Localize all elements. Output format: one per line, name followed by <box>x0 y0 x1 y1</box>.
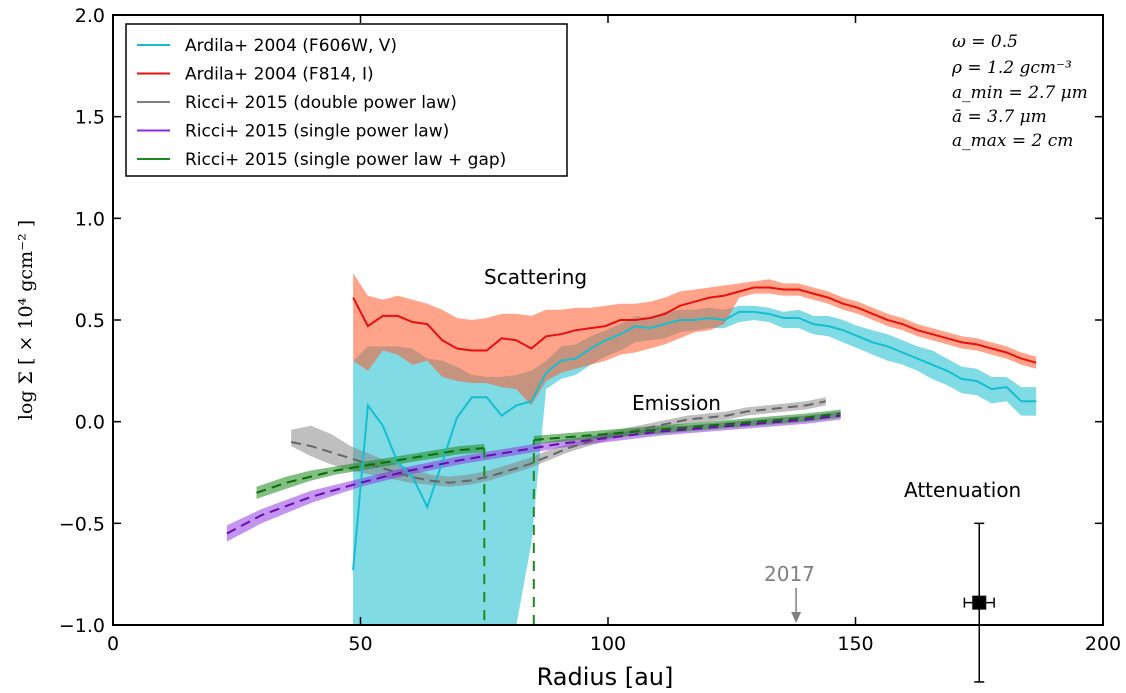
param-amax: a_max = 2 cm <box>952 131 1073 151</box>
param-omega: ω = 0.5 <box>952 32 1018 52</box>
line-ricci-gap-inner <box>256 447 485 494</box>
annotation-emission: Emission <box>632 391 721 415</box>
legend: Ardila+ 2004 (F606W, V) Ardila+ 2004 (F81… <box>125 23 568 177</box>
annotation-scattering: Scattering <box>484 265 587 289</box>
year-arrow-head <box>791 612 802 623</box>
band-ricci-double <box>291 397 826 487</box>
legend-label: Ardila+ 2004 (F606W, V) <box>185 36 397 56</box>
annotation-year: 2017 <box>764 562 815 586</box>
x-tick-label: 0 <box>107 633 119 655</box>
x-tick-label: 150 <box>837 633 873 655</box>
legend-box <box>125 23 568 177</box>
markers <box>791 522 995 683</box>
x-tick-label: 200 <box>1085 633 1121 655</box>
axis-ticks: 0 50 100 150 200 −1.0 −0.5 0.0 0.5 1.0 1.5 2.0 <box>59 5 1121 655</box>
x-tick-label: 100 <box>590 633 626 655</box>
y-tick-label: 0.0 <box>75 412 105 434</box>
param-rho: ρ = 1.2 gcm⁻³ <box>951 58 1072 78</box>
parameter-list: ω = 0.5 ρ = 1.2 gcm⁻³ a_min = 2.7 μm ā =… <box>951 32 1088 151</box>
y-tick-label: 1.0 <box>75 208 105 230</box>
line-ricci-gap-outer <box>533 412 841 441</box>
legend-label: Ricci+ 2015 (single power law) <box>185 122 449 142</box>
legend-label: Ardila+ 2004 (F814, I) <box>185 65 374 85</box>
annotation-attenuation: Attenuation <box>904 478 1021 502</box>
line-ricci-double <box>290 400 827 484</box>
x-tick-label: 50 <box>348 633 372 655</box>
band-ricci-gap-inner <box>256 444 485 499</box>
series-lines <box>226 286 1037 571</box>
attenuation-marker <box>972 595 987 610</box>
line-ricci-single <box>226 414 841 535</box>
band-ricci-single <box>226 411 841 542</box>
x-axis-title: Radius [au] <box>537 663 674 691</box>
gap-lines <box>483 440 535 625</box>
y-axis-title: log Σ [ × 10⁴ gcm⁻² ] <box>15 220 37 420</box>
y-tick-label: −0.5 <box>59 513 105 535</box>
legend-label: Ricci+ 2015 (single power law + gap) <box>185 150 506 170</box>
param-amin: a_min = 2.7 μm <box>952 83 1088 103</box>
legend-label: Ricci+ 2015 (double power law) <box>185 93 457 113</box>
band-ardila-i <box>353 273 1037 406</box>
line-ardila-i <box>352 286 1037 364</box>
line-ardila-v <box>352 310 1037 571</box>
param-abar: ā = 3.7 μm <box>952 107 1047 127</box>
y-tick-label: 2.0 <box>75 5 105 27</box>
y-tick-label: −1.0 <box>59 615 105 637</box>
y-tick-label: 0.5 <box>75 310 105 332</box>
y-tick-label: 1.5 <box>75 107 105 129</box>
uncertainty-bands <box>226 273 1037 625</box>
